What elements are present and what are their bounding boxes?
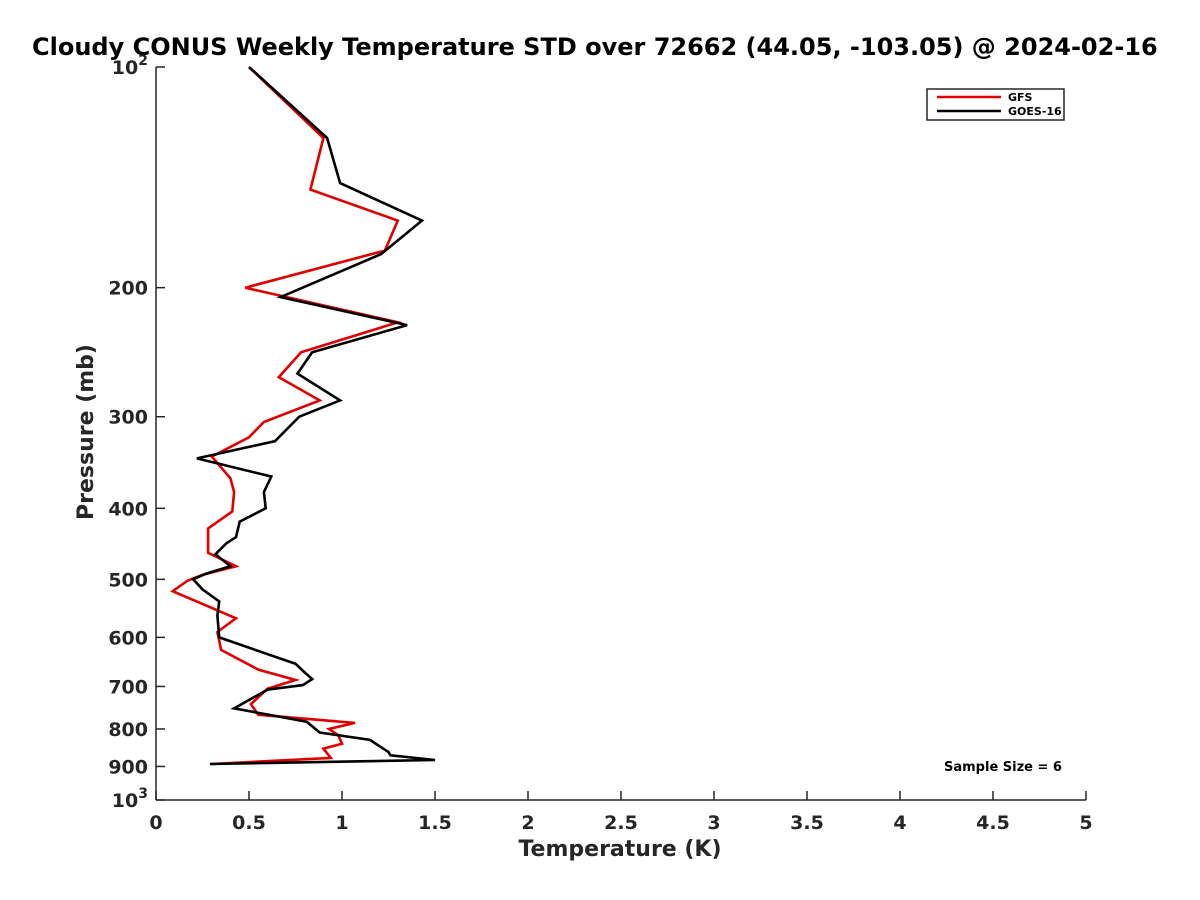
x-tick-label: 3.5 <box>790 812 824 834</box>
x-tick-label: 1 <box>335 812 348 834</box>
x-tick-label: 4 <box>893 812 906 834</box>
y-tick-label: 900 <box>108 756 148 778</box>
x-axis-label: Temperature (K) <box>518 837 721 862</box>
x-tick-label: 1.5 <box>418 812 452 834</box>
legend-label: GFS <box>1008 91 1033 104</box>
sample-size-annotation: Sample Size = 6 <box>944 760 1062 775</box>
x-tick-label: 5 <box>1079 812 1092 834</box>
x-tick-label: 0.5 <box>232 812 266 834</box>
y-tick-label: 300 <box>108 407 148 429</box>
y-tick-label: 800 <box>108 719 148 741</box>
data-series <box>170 66 436 766</box>
y-tick-label: 103 <box>112 786 148 812</box>
y-tick-label: 500 <box>108 569 148 591</box>
x-tick-label: 2.5 <box>604 812 638 834</box>
legend-box <box>926 88 1065 121</box>
plot-axes <box>155 67 1086 801</box>
x-tick-label: 3 <box>707 812 720 834</box>
legend-label: GOES-16 <box>1008 105 1062 118</box>
axis-ticks: 0 0.5 1 1.5 2 2.5 3 3.5 4 4.5 5 102 200 300 400 500 600 7… <box>108 53 1092 834</box>
chart-title: Cloudy CONUS Weekly Temperature STD over… <box>32 33 1158 61</box>
x-tick-label: 2 <box>521 812 534 834</box>
y-tick-label: 102 <box>112 53 148 79</box>
series-line-goes-16 <box>191 66 436 766</box>
y-axis-label: Pressure (mb) <box>74 344 99 520</box>
y-tick-label: 200 <box>108 278 148 300</box>
y-tick-label: 600 <box>108 627 148 649</box>
x-tick-label: 4.5 <box>976 812 1010 834</box>
y-tick-label: 700 <box>108 676 148 698</box>
y-tick-label: 400 <box>108 498 148 520</box>
x-tick-label: 0 <box>149 812 162 834</box>
